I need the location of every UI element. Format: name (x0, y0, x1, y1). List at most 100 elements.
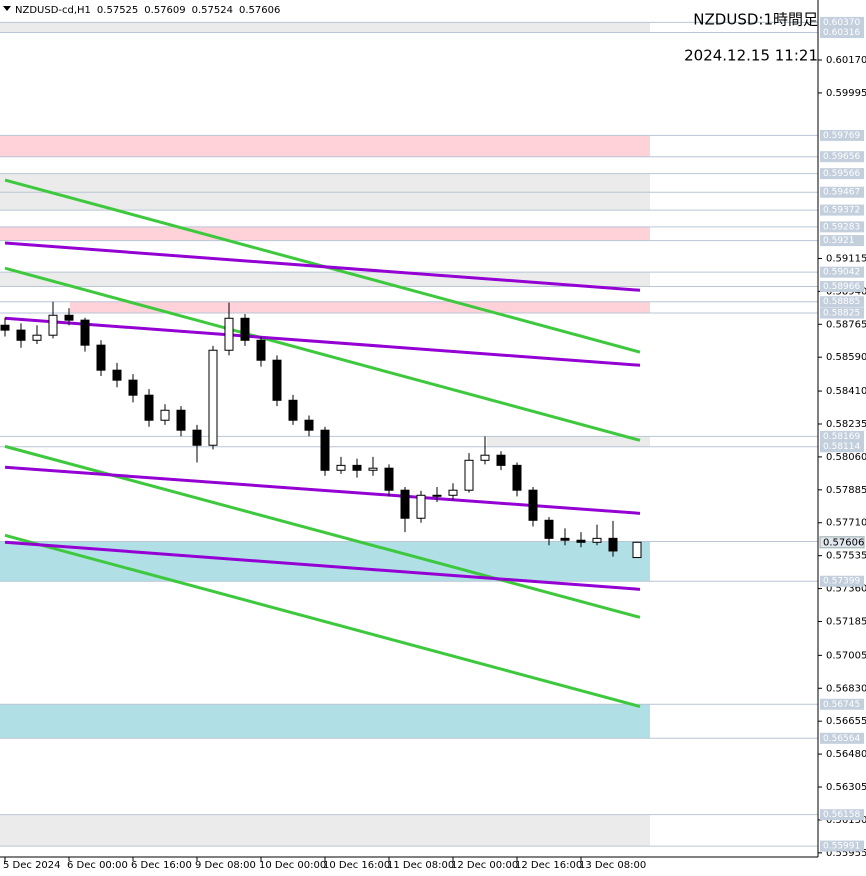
y-tick-label: 0.58590 (826, 352, 866, 363)
candle-body (240, 317, 250, 341)
level-label-bg (820, 296, 864, 308)
level-label-bg (820, 430, 864, 442)
y-tick-label: 0.57360 (826, 584, 866, 595)
level-label: 0.58966 (823, 282, 860, 292)
trendline (4, 266, 641, 442)
y-tick-label: 0.57885 (826, 485, 866, 496)
candle-body (32, 334, 42, 341)
trendline (4, 241, 641, 292)
current-price-label: 0.57606 (823, 537, 864, 548)
zone (0, 22, 650, 33)
candle-body (576, 539, 586, 543)
level-label: 0.55991 (823, 842, 860, 852)
y-tick-label: 0.59115 (826, 253, 866, 264)
candle-body (64, 314, 74, 321)
y-tick-label: 0.58060 (826, 452, 866, 463)
zone (0, 541, 650, 582)
candle-body (48, 314, 58, 336)
candle-body (80, 319, 90, 346)
x-tick-label: 13 Dec 08:00 (579, 860, 646, 871)
candle-body (0, 324, 10, 331)
candle-body (544, 519, 554, 539)
y-tick-label: 0.60170 (826, 55, 866, 66)
candle-body (608, 537, 618, 552)
symbol-header: NZDUSD-cd,H1 0.57525 0.57609 0.57524 0.57606 (15, 5, 280, 16)
level-label-bg (820, 698, 864, 710)
trendline (4, 540, 641, 591)
level-label-bg (820, 27, 864, 39)
menu-triangle (3, 6, 11, 11)
level-label-bg (820, 809, 864, 821)
candle-body (416, 494, 426, 519)
axes: 0.601700.599950.591150.589400.587650.585… (3, 16, 866, 871)
candle-body (432, 494, 442, 497)
level-label: 0.59467 (823, 188, 860, 198)
candle-body (480, 454, 490, 461)
candle-body (464, 459, 474, 491)
candle-body (320, 429, 330, 471)
y-tick-label: 0.56305 (826, 782, 866, 793)
level-label-bg (820, 840, 864, 852)
level-label: 0.5921 (823, 236, 855, 246)
header-close: 0.57606 (239, 5, 280, 16)
header-low: 0.57524 (192, 5, 233, 16)
candle-body (144, 394, 154, 421)
y-tick-label: 0.55955 (826, 848, 866, 859)
level-label: 0.58169 (823, 432, 860, 442)
candle-body (400, 489, 410, 519)
zone (0, 272, 650, 287)
chart-title: NZDUSD:1時間足 (693, 11, 818, 29)
candle-body (496, 454, 506, 466)
level-label: 0.59656 (823, 152, 860, 162)
level-label: 0.60316 (823, 28, 860, 38)
level-label: 0.59566 (823, 169, 860, 179)
candle-body (384, 467, 394, 491)
level-label: 0.59372 (823, 206, 860, 216)
level-label-bg (820, 221, 864, 233)
candle-body (512, 464, 522, 491)
level-label-bg (820, 280, 864, 292)
level-label: 0.56745 (823, 700, 860, 710)
x-tick-label: 12 Dec 00:00 (451, 860, 518, 871)
candles (0, 301, 642, 559)
y-tick-label: 0.58410 (826, 386, 866, 397)
y-tick-label: 0.57535 (826, 551, 866, 562)
candle-body (448, 489, 458, 496)
candle-body (336, 464, 346, 471)
y-tick-label: 0.57005 (826, 650, 866, 661)
level-lines (0, 21, 818, 847)
candle-body (528, 489, 538, 521)
candle-body (632, 541, 642, 559)
candle-body (560, 537, 570, 541)
level-label: 0.57399 (823, 577, 860, 587)
x-tick-label: 5 Dec 2024 (3, 860, 61, 871)
level-label: 0.58885 (823, 297, 860, 307)
level-label-bg (820, 307, 864, 319)
level-label: 0.60370 (823, 18, 860, 28)
y-tick-label: 0.56480 (826, 749, 866, 760)
level-label-bg (820, 204, 864, 216)
header-open: 0.57525 (97, 5, 138, 16)
y-tick-label: 0.58765 (826, 319, 866, 330)
level-label-bg (820, 575, 864, 587)
zone (0, 226, 650, 241)
candle-body (192, 429, 202, 446)
y-tick-label: 0.56830 (826, 683, 866, 694)
zone (0, 814, 650, 847)
candle-body (288, 399, 298, 421)
level-label: 0.58114 (823, 442, 860, 452)
y-tick-label: 0.57710 (826, 518, 866, 529)
level-label-bg (820, 186, 864, 198)
zone (70, 301, 650, 314)
x-tick-label: 9 Dec 08:00 (195, 860, 256, 871)
x-tick-label: 6 Dec 16:00 (131, 860, 192, 871)
x-tick-label: 11 Dec 08:00 (387, 860, 454, 871)
symbol: NZDUSD-cd,H1 (15, 5, 91, 16)
candle-body (368, 467, 378, 471)
level-label: 0.59042 (823, 268, 860, 278)
level-label-bg (820, 151, 864, 163)
y-tick-label: 0.56130 (826, 815, 866, 826)
candle-body (304, 419, 314, 431)
